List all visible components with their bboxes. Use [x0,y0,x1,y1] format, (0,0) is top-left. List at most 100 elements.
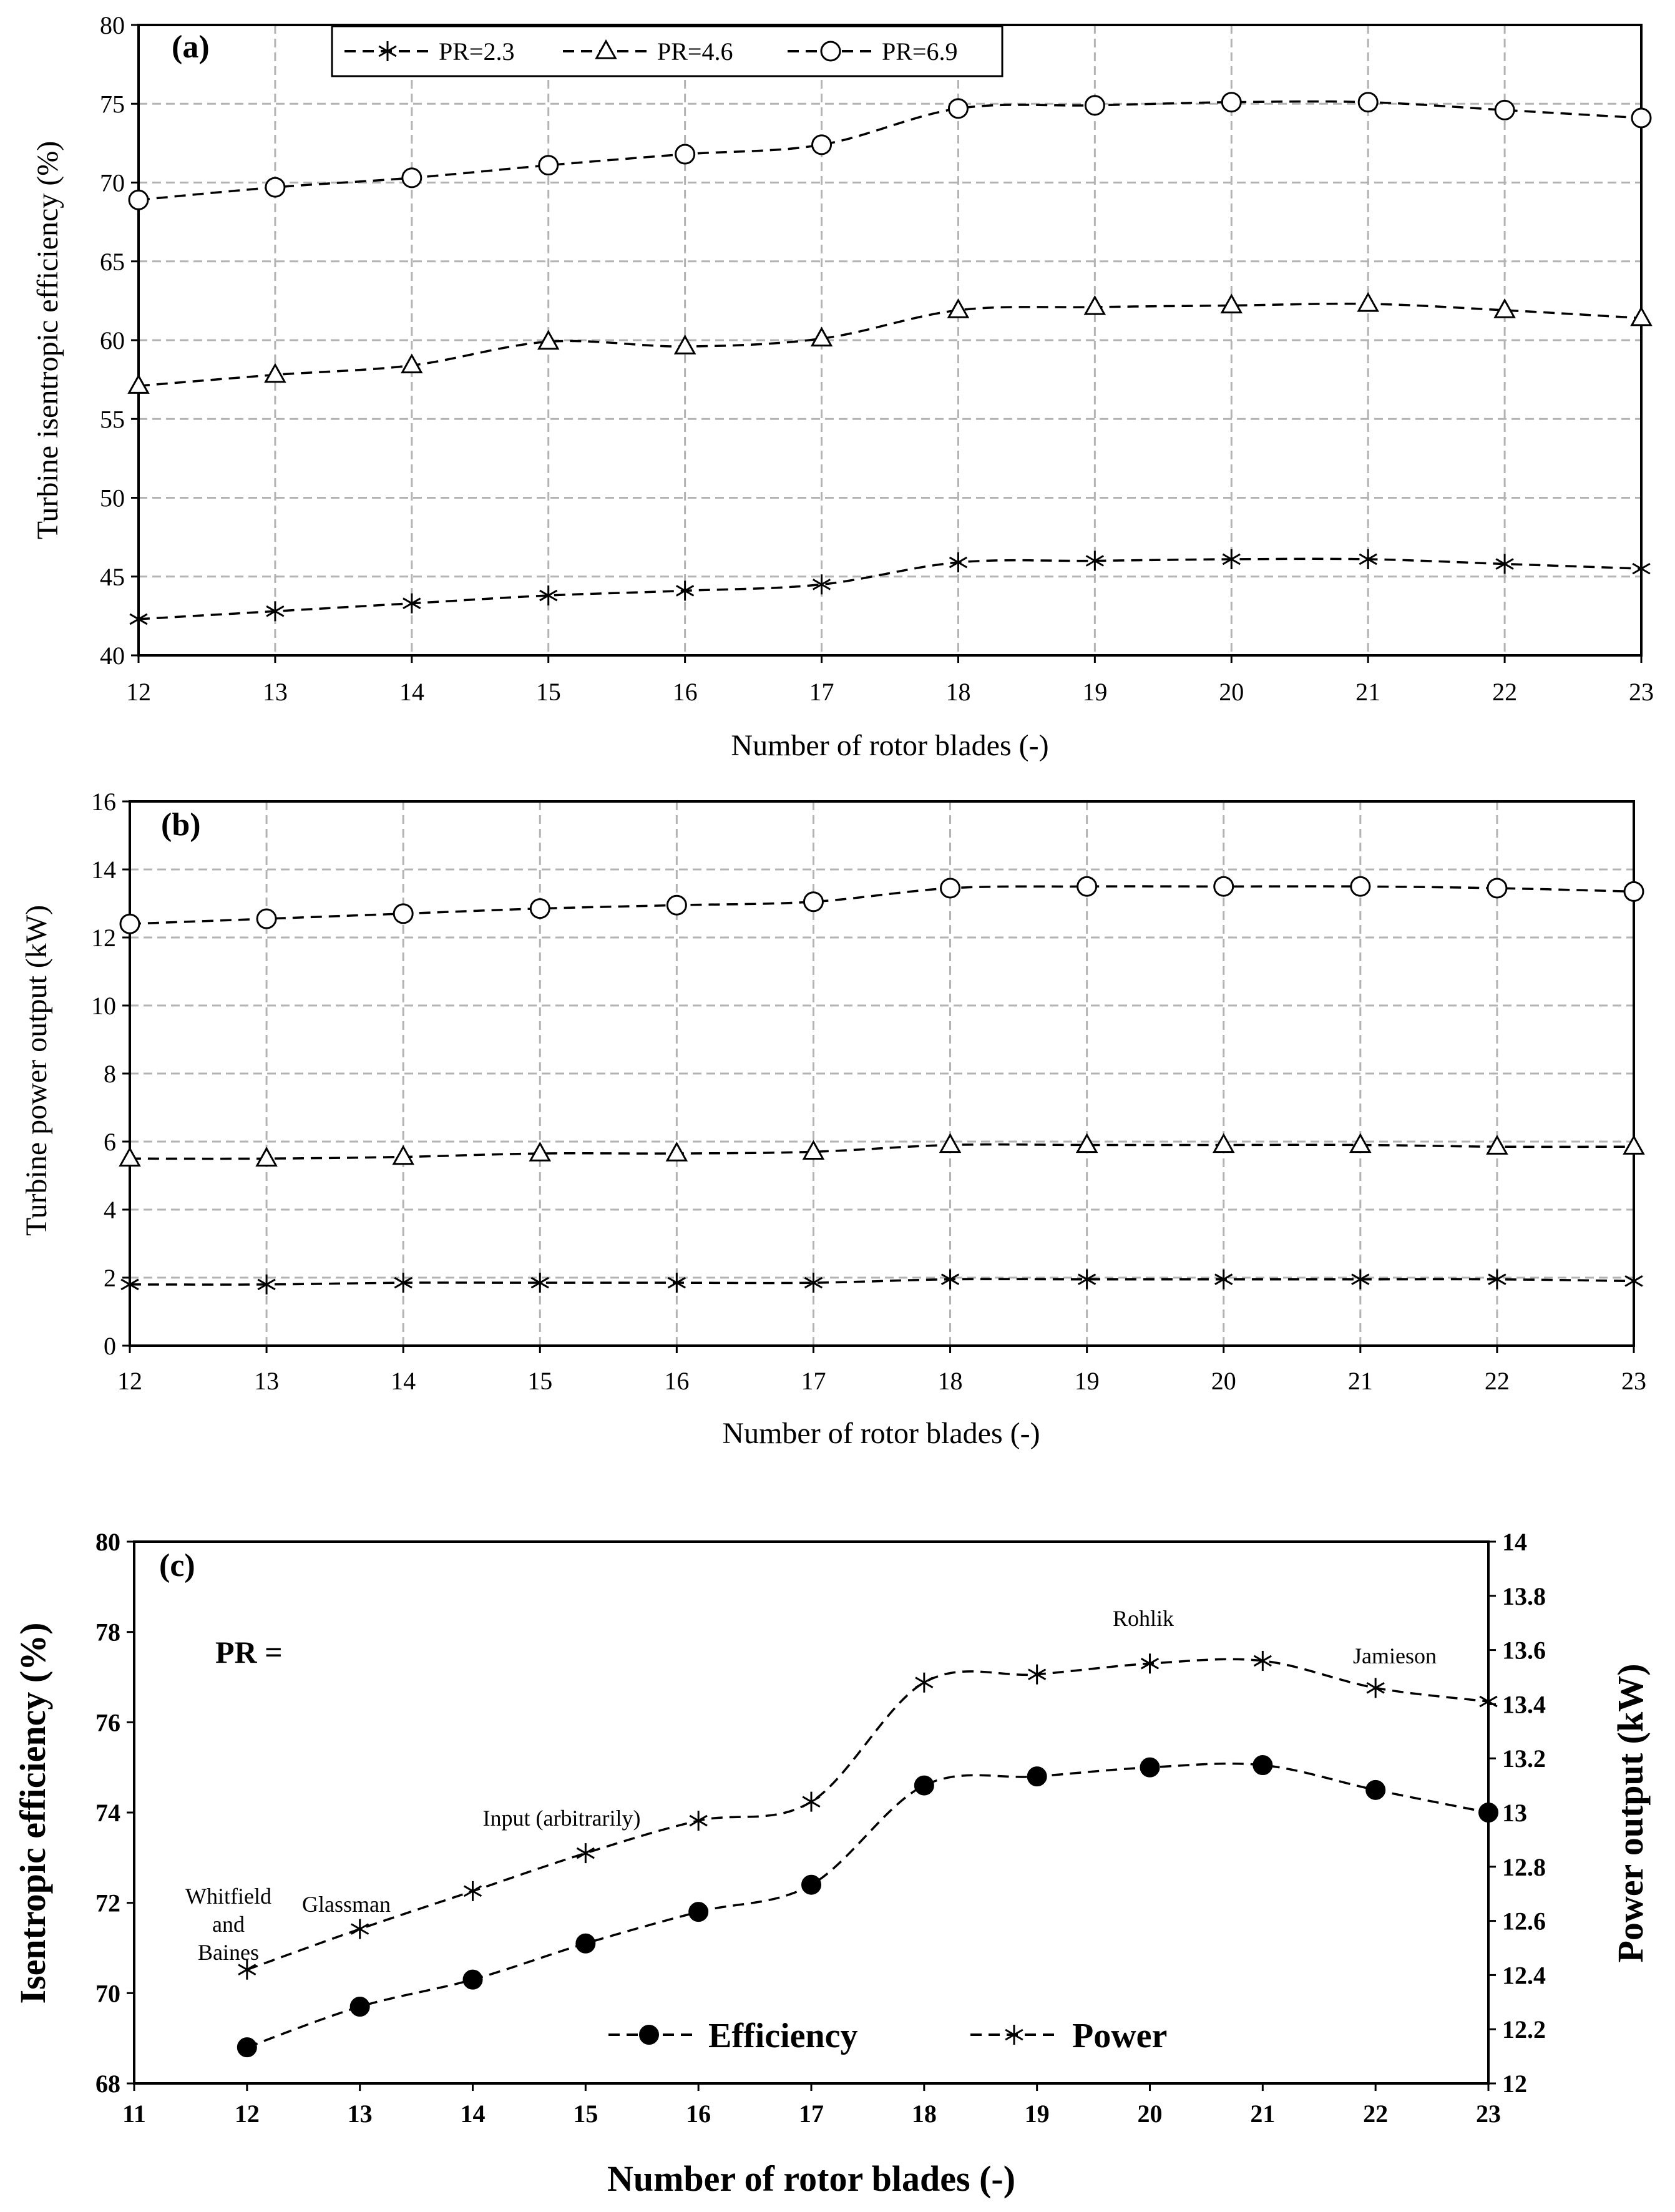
data-point-pr-2-3-23 [1632,559,1651,579]
panel-b-y-axis-title: Turbine power output (kW) [20,905,53,1236]
data-point-power-14 [463,1881,482,1901]
series-line-pr-4-6 [129,1143,1634,1160]
x-tick-label: 22 [1363,2100,1388,2128]
data-point-pr-4-6-14 [392,1145,414,1165]
legend-marker-power [1005,2025,1023,2045]
x-tick-label: 18 [912,2100,937,2128]
x-tick-label: 15 [573,2100,598,2128]
data-point-pr-2-3-23 [1624,1271,1643,1291]
x-tick-label: 18 [945,678,970,706]
data-point-pr-6-9-19 [1084,95,1105,116]
data-point-power-17 [802,1791,821,1812]
data-point-pr-6-9-20 [1213,876,1234,897]
y-tick-label: 80 [100,11,125,39]
legend-marker-efficiency [639,2025,659,2045]
data-point-pr-6-9-23 [1631,107,1652,129]
x-tick-label: 19 [1075,1367,1100,1395]
annotation-glassman: Glassman [302,1892,391,1917]
data-point-pr-2-3-18 [940,1269,960,1290]
panel-a-y-axis-title: Turbine isentropic efficiency (%) [31,141,64,539]
data-point-pr-4-6-17 [810,326,833,347]
panel-a-legend-box [331,25,1004,77]
annotation-and: and [212,1912,245,1937]
data-point-pr-2-3-12 [129,609,148,629]
data-point-pr-4-6-21 [1349,1133,1372,1153]
series-line-efficiency [247,1762,1489,2048]
data-point-pr-4-6-15 [537,330,560,350]
x-tick-label: 15 [536,678,561,706]
data-point-pr-4-6-19 [1075,1133,1098,1153]
panel-a-efficiency-chart: 40 45 50 55 60 65 70 75 80 12 13 14 15 16 17 18 19 20 21 2… [31,11,1654,762]
series-pr-4-6 [119,1133,1645,1167]
data-point-pr-2-3-18 [949,552,968,573]
y-tick-label: 74 [95,1799,120,1827]
x-tick-label: 22 [1485,1367,1510,1395]
y-tick-label: 78 [95,1618,120,1647]
legend-marker-pr-4-6 [595,39,617,59]
legend-label-efficiency: Efficiency [708,2017,857,2055]
y-right-tick-label: 14 [1502,1528,1527,1556]
data-point-pr-6-9-17 [811,134,833,155]
x-tick-label: 14 [391,1367,416,1395]
annotation-input-arbitrarily: Input (arbitrarily) [483,1806,641,1831]
panel-c-y-axis-title-right: Power output (kW) [1610,1663,1651,1962]
data-point-pr-4-6-23 [1630,306,1653,326]
panel-a-label: (a) [172,29,210,65]
data-point-pr-2-3-20 [1222,549,1241,569]
x-tick-label: 12 [235,2100,260,2128]
y-tick-label: 70 [95,1979,120,2007]
y-tick-label: 72 [95,1889,120,1917]
data-point-pr-6-9-12 [119,913,140,934]
x-tick-label: 22 [1492,678,1517,706]
legend-item-power: Power [970,2017,1167,2055]
legend-label-pr-6-9: PR=6.9 [882,37,957,66]
data-point-pr-6-9-21 [1357,92,1379,113]
legend-marker-pr-2-3 [378,41,397,61]
data-point-pr-4-6-14 [401,353,423,374]
x-tick-label: 14 [461,2100,486,2128]
data-point-pr-2-3-12 [120,1274,139,1294]
legend-marker-pr-6-9 [820,41,841,62]
data-point-pr-6-9-22 [1494,99,1515,120]
data-point-pr-4-6-18 [947,298,970,318]
y-tick-label: 50 [100,484,125,512]
annotation-jamieson: Jamieson [1353,1643,1437,1668]
data-point-efficiency-21 [1253,1755,1273,1776]
data-point-pr-6-9-16 [675,144,696,165]
legend-item-efficiency: Efficiency [608,2017,857,2055]
legend-marker-shape-power [1005,2025,1023,2045]
pr-label: PR = [215,1635,283,1670]
series-pr-6-9 [128,92,1652,210]
y-tick-label: 55 [100,405,125,433]
data-point-efficiency-12 [237,2037,257,2058]
data-point-pr-6-9-13 [265,177,286,198]
data-point-pr-2-3-22 [1495,554,1514,574]
data-point-pr-6-9-16 [666,894,687,916]
y-right-tick-label: 13.4 [1502,1690,1546,1718]
x-tick-label: 16 [664,1367,689,1395]
y-tick-label: 12 [91,924,116,952]
x-tick-label: 13 [254,1367,279,1395]
series-line-pr-6-9 [138,100,1642,202]
data-point-efficiency-22 [1365,1779,1386,1800]
data-point-pr-4-6-15 [529,1142,552,1162]
x-tick-label: 18 [938,1367,963,1395]
legend-label-pr-2-3: PR=2.3 [439,37,514,66]
x-tick-label: 20 [1211,1367,1236,1395]
data-point-pr-2-3-14 [394,1273,413,1293]
series-pr-4-6 [127,291,1653,394]
y-tick-label: 40 [100,642,125,670]
data-point-pr-4-6-16 [673,335,696,355]
data-point-pr-2-3-15 [539,585,558,606]
data-point-power-23 [1479,1691,1498,1712]
data-point-pr-2-3-16 [676,580,695,601]
y-right-tick-label: 12.2 [1502,2015,1546,2043]
data-point-pr-6-9-22 [1487,878,1508,899]
data-point-power-22 [1366,1678,1385,1698]
legend-marker-shape-efficiency [639,2025,659,2045]
data-point-efficiency-13 [349,1997,370,2017]
data-point-power-16 [689,1811,708,1831]
data-point-pr-4-6-21 [1357,291,1379,312]
data-point-efficiency-17 [801,1874,821,1895]
y-tick-label: 8 [104,1060,116,1088]
